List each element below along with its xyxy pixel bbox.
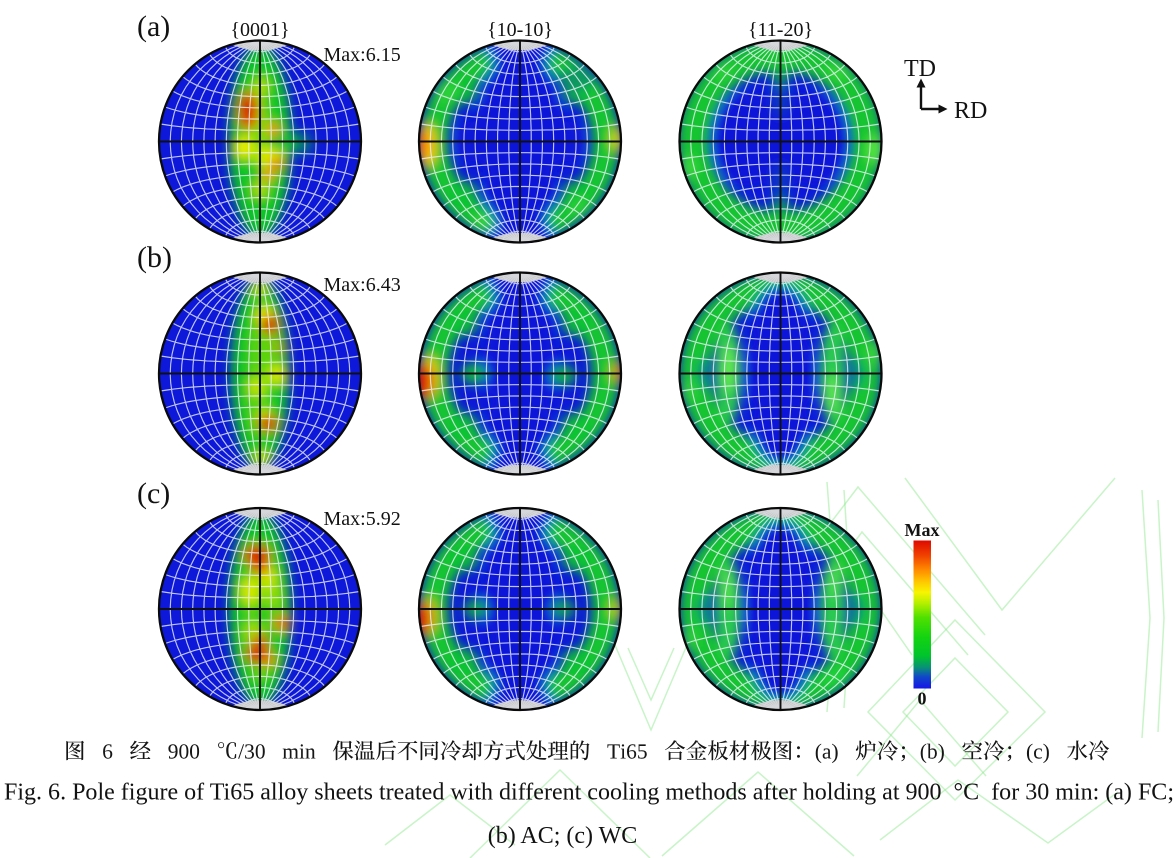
svg-text:RD: RD (954, 98, 987, 124)
svg-text:Fig. 6. Pole figure of Ti65 al: Fig. 6. Pole figure of Ti65 alloy sheets… (4, 780, 1174, 806)
svg-text:Max:6.15: Max:6.15 (324, 44, 401, 66)
svg-text:(b) AC; (c) WC: (b) AC; (c) WC (488, 823, 638, 849)
svg-text:{11-20}: {11-20} (748, 19, 813, 41)
svg-text:Max:5.92: Max:5.92 (324, 508, 401, 530)
svg-text:(c): (c) (137, 477, 170, 510)
svg-text:0: 0 (918, 689, 927, 709)
svg-text:{0001}: {0001} (230, 19, 289, 41)
svg-text:(a): (a) (137, 10, 170, 43)
svg-text:TD: TD (904, 56, 936, 82)
svg-text:Max:6.43: Max:6.43 (324, 274, 401, 296)
svg-text:(b): (b) (137, 241, 172, 274)
svg-text:{10-10}: {10-10} (487, 19, 553, 41)
svg-text:Max: Max (905, 520, 940, 540)
